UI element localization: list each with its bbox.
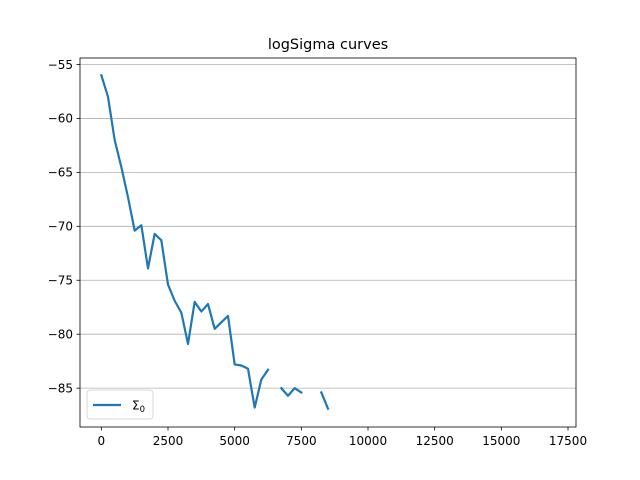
y-tick-label: −75 [48, 274, 73, 288]
x-tick-label: 0 [98, 434, 106, 448]
plot-frame [79, 57, 577, 428]
grid-lines [80, 64, 576, 389]
y-tick-label: −55 [48, 58, 73, 72]
series-line-segment [279, 386, 303, 397]
x-tick-label: 2500 [153, 434, 184, 448]
x-tick-label: 5000 [219, 434, 250, 448]
series-lines [99, 73, 330, 411]
y-axis: −55 −60 −65 −70 −75 −80 −85 [48, 58, 80, 395]
y-tick-label: −80 [48, 328, 73, 342]
series-line-segment [319, 391, 330, 411]
chart-title: logSigma curves [268, 37, 388, 53]
x-tick-label: 17500 [549, 434, 587, 448]
y-tick-label: −65 [48, 166, 73, 180]
x-tick-label: 12500 [416, 434, 454, 448]
series-line-segment [99, 73, 270, 409]
x-tick-label: 10000 [349, 434, 387, 448]
legend: Σ0 [86, 389, 154, 420]
x-tick-label: 7500 [286, 434, 317, 448]
y-tick-label: −85 [48, 381, 73, 395]
x-axis: 0 2500 5000 7500 10000 12500 15000 17500 [98, 427, 587, 448]
x-tick-label: 15000 [482, 434, 520, 448]
y-tick-label: −60 [48, 112, 73, 126]
y-tick-label: −70 [48, 220, 73, 234]
